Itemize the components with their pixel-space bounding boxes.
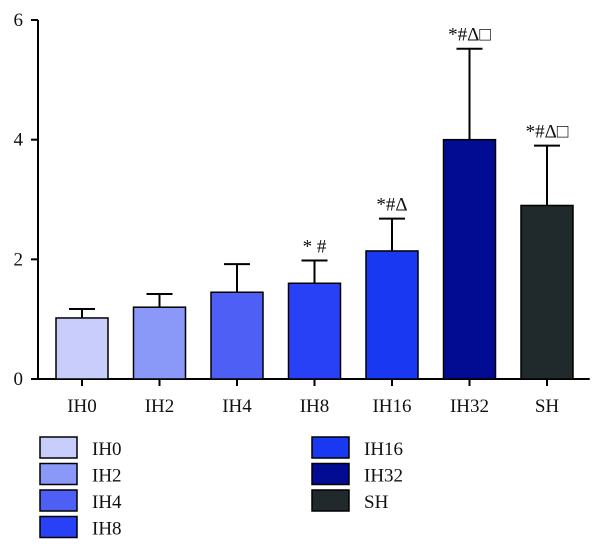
x-tick-label: IH4 — [222, 396, 252, 417]
legend-label: IH4 — [92, 492, 122, 513]
legend-label: IH32 — [364, 466, 403, 487]
legend-label: SH — [364, 492, 389, 513]
y-tick-label: 6 — [14, 10, 24, 31]
x-tick-label: IH32 — [450, 396, 489, 417]
y-tick-label: 0 — [14, 369, 24, 390]
bar-ih8 — [287, 282, 342, 380]
x-tick-label: IH16 — [372, 396, 411, 417]
legend-swatch-ih2 — [39, 462, 78, 486]
bar-sh — [520, 204, 574, 380]
legend-swatch-ih16 — [311, 436, 350, 459]
significance-label: *#Δ — [376, 195, 407, 216]
legend: IH0 IH2 IH4 IH8 IH16 IH32 SH — [39, 436, 403, 540]
legend-swatch-ih4 — [39, 489, 78, 512]
bar-ih0 — [55, 317, 109, 380]
y-tick-label: 4 — [14, 130, 24, 151]
legend-swatch-ih32 — [311, 462, 350, 486]
legend-swatch-ih0 — [39, 436, 78, 459]
x-tick-label: IH2 — [145, 396, 175, 417]
significance-label: *#Δ□ — [448, 25, 491, 46]
y-tick-label: 2 — [14, 249, 24, 270]
bar-ih32 — [442, 138, 497, 380]
bar-ih4 — [210, 291, 264, 380]
x-tick-label: IH0 — [67, 396, 97, 417]
legend-label: IH8 — [92, 519, 122, 540]
legend-label: IH2 — [92, 466, 122, 487]
x-tick-label: SH — [535, 396, 560, 417]
bar-ih16 — [365, 250, 419, 380]
x-tick-label: IH8 — [300, 396, 330, 417]
legend-label: IH0 — [92, 439, 122, 460]
significance-label: *#Δ□ — [526, 122, 569, 143]
legend-swatch-ih8 — [39, 515, 78, 539]
plot-area: 0 2 4 6 IH0 IH2 IH4 IH8 * # IH16 *#Δ IH32 *#Δ□ SH *#Δ□ — [14, 10, 590, 417]
legend-label: IH16 — [364, 439, 403, 460]
significance-label: * # — [303, 237, 327, 258]
legend-swatch-sh — [311, 489, 350, 512]
bar-ih2 — [132, 306, 187, 380]
